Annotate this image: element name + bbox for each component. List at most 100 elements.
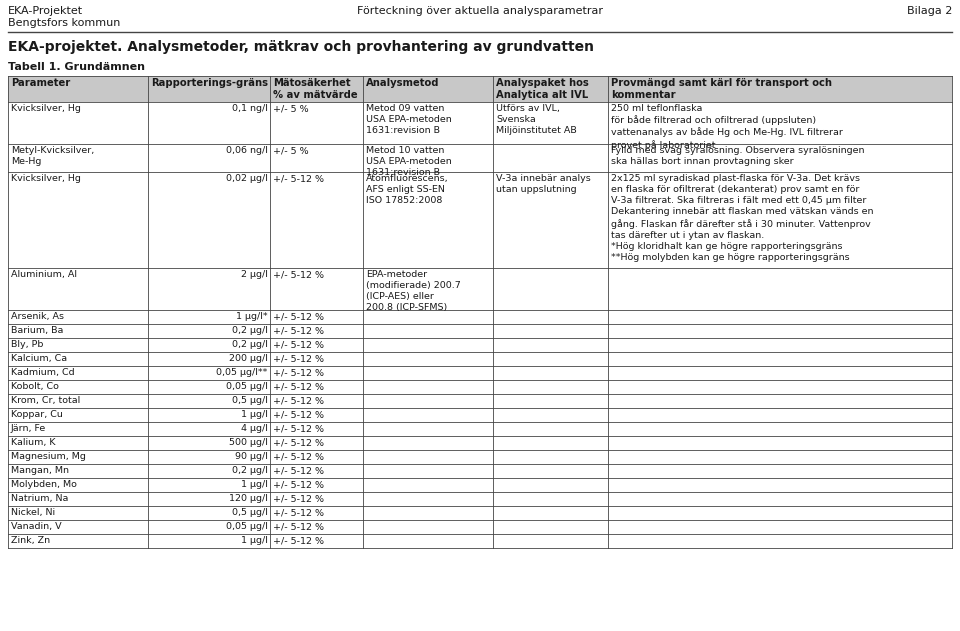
Text: 0,5 µg/l: 0,5 µg/l — [231, 396, 268, 405]
Text: 0,2 µg/l: 0,2 µg/l — [231, 466, 268, 475]
Text: Metod 09 vatten
USA EPA-metoden
1631:revision B: Metod 09 vatten USA EPA-metoden 1631:rev… — [366, 104, 452, 135]
Bar — [8, 102, 952, 144]
Text: +/- 5-12 %: +/- 5-12 % — [274, 480, 324, 489]
Text: 500 µg/l: 500 µg/l — [228, 438, 268, 447]
Text: Krom, Cr, total: Krom, Cr, total — [11, 396, 81, 405]
Bar — [8, 268, 952, 310]
Text: Förteckning över aktuella analysparametrar: Förteckning över aktuella analysparametr… — [357, 6, 603, 16]
Text: Analysmetod: Analysmetod — [366, 78, 440, 88]
Text: Kobolt, Co: Kobolt, Co — [11, 382, 59, 391]
Bar — [8, 366, 952, 380]
Text: Tabell 1. Grundämnen: Tabell 1. Grundämnen — [8, 62, 145, 72]
Text: +/- 5-12 %: +/- 5-12 % — [274, 326, 324, 335]
Text: 1 µg/l: 1 µg/l — [241, 410, 268, 419]
Text: +/- 5-12 %: +/- 5-12 % — [274, 466, 324, 475]
Text: 2 µg/l: 2 µg/l — [241, 270, 268, 279]
Text: 0,06 ng/l: 0,06 ng/l — [226, 146, 268, 155]
Text: +/- 5-12 %: +/- 5-12 % — [274, 536, 324, 545]
Text: +/- 5-12 %: +/- 5-12 % — [274, 410, 324, 419]
Bar — [8, 422, 952, 436]
Text: Aluminium, Al: Aluminium, Al — [11, 270, 77, 279]
Text: Kvicksilver, Hg: Kvicksilver, Hg — [11, 104, 81, 113]
Text: +/- 5-12 %: +/- 5-12 % — [274, 312, 324, 321]
Text: +/- 5-12 %: +/- 5-12 % — [274, 494, 324, 503]
Text: 2x125 ml syradiskad plast-flaska för V-3a. Det krävs
en flaska för ofiltrerat (d: 2x125 ml syradiskad plast-flaska för V-3… — [612, 174, 874, 262]
Text: 0,2 µg/l: 0,2 µg/l — [231, 326, 268, 335]
Text: +/- 5-12 %: +/- 5-12 % — [274, 508, 324, 517]
Text: Metod 10 vatten
USA EPA-metoden
1631:revision B: Metod 10 vatten USA EPA-metoden 1631:rev… — [366, 146, 452, 177]
Bar — [8, 520, 952, 534]
Text: 0,2 µg/l: 0,2 µg/l — [231, 340, 268, 349]
Bar — [8, 310, 952, 324]
Bar — [8, 450, 952, 464]
Text: Bilaga 2: Bilaga 2 — [906, 6, 952, 16]
Text: Mangan, Mn: Mangan, Mn — [11, 466, 69, 475]
Text: Barium, Ba: Barium, Ba — [11, 326, 63, 335]
Bar — [8, 380, 952, 394]
Bar — [8, 506, 952, 520]
Text: EKA-Projektet: EKA-Projektet — [8, 6, 84, 16]
Text: +/- 5-12 %: +/- 5-12 % — [274, 452, 324, 461]
Text: Kalium, K: Kalium, K — [11, 438, 56, 447]
Text: Bengtsfors kommun: Bengtsfors kommun — [8, 18, 120, 28]
Bar — [8, 338, 952, 352]
Text: 1 µg/l*: 1 µg/l* — [236, 312, 268, 321]
Text: 0,1 ng/l: 0,1 ng/l — [231, 104, 268, 113]
Text: Zink, Zn: Zink, Zn — [11, 536, 50, 545]
Text: +/- 5-12 %: +/- 5-12 % — [274, 382, 324, 391]
Text: 0,05 µg/l: 0,05 µg/l — [226, 382, 268, 391]
Bar — [8, 478, 952, 492]
Bar — [8, 324, 952, 338]
Text: Provmängd samt kärl för transport och
kommentar: Provmängd samt kärl för transport och ko… — [612, 78, 832, 100]
Text: Magnesium, Mg: Magnesium, Mg — [11, 452, 85, 461]
Bar — [8, 352, 952, 366]
Text: Kvicksilver, Hg: Kvicksilver, Hg — [11, 174, 81, 183]
Bar — [8, 144, 952, 172]
Text: 120 µg/l: 120 µg/l — [228, 494, 268, 503]
Text: Kadmium, Cd: Kadmium, Cd — [11, 368, 75, 377]
Text: +/- 5-12 %: +/- 5-12 % — [274, 396, 324, 405]
Text: Analyspaket hos
Analytica alt IVL: Analyspaket hos Analytica alt IVL — [496, 78, 589, 100]
Text: Vanadin, V: Vanadin, V — [11, 522, 61, 531]
Text: 1 µg/l: 1 µg/l — [241, 536, 268, 545]
Text: +/- 5 %: +/- 5 % — [274, 104, 309, 113]
Text: V-3a innebär analys
utan uppslutning: V-3a innebär analys utan uppslutning — [496, 174, 591, 194]
Text: Arsenik, As: Arsenik, As — [11, 312, 64, 321]
Text: Koppar, Cu: Koppar, Cu — [11, 410, 62, 419]
Text: 250 ml teflonflaska
för både filtrerad och ofiltrerad (uppsluten)
vattenanalys a: 250 ml teflonflaska för både filtrerad o… — [612, 104, 843, 150]
Text: 4 µg/l: 4 µg/l — [241, 424, 268, 433]
Text: Atomfluorescens,
AFS enligt SS-EN
ISO 17852:2008: Atomfluorescens, AFS enligt SS-EN ISO 17… — [366, 174, 448, 205]
Text: Rapporterings-gräns: Rapporterings-gräns — [151, 78, 268, 88]
Bar — [8, 534, 952, 548]
Text: +/- 5-12 %: +/- 5-12 % — [274, 368, 324, 377]
Text: Bly, Pb: Bly, Pb — [11, 340, 43, 349]
Text: Kalcium, Ca: Kalcium, Ca — [11, 354, 67, 363]
Text: EPA-metoder
(modifierade) 200.7
(ICP-AES) eller
200.8 (ICP-SFMS): EPA-metoder (modifierade) 200.7 (ICP-AES… — [366, 270, 461, 312]
Text: Utförs av IVL,
Svenska
Miljöinstitutet AB: Utförs av IVL, Svenska Miljöinstitutet A… — [496, 104, 577, 135]
Text: +/- 5 %: +/- 5 % — [274, 146, 309, 155]
Text: +/- 5-12 %: +/- 5-12 % — [274, 174, 324, 183]
Text: Natrium, Na: Natrium, Na — [11, 494, 68, 503]
Text: Fylld med svag syralösning. Observera syralösningen
ska hällas bort innan provta: Fylld med svag syralösning. Observera sy… — [612, 146, 865, 166]
Bar — [8, 408, 952, 422]
Text: 0,02 µg/l: 0,02 µg/l — [226, 174, 268, 183]
Text: 0,5 µg/l: 0,5 µg/l — [231, 508, 268, 517]
Bar — [8, 76, 952, 102]
Text: +/- 5-12 %: +/- 5-12 % — [274, 438, 324, 447]
Bar — [8, 492, 952, 506]
Text: Metyl-Kvicksilver,
Me-Hg: Metyl-Kvicksilver, Me-Hg — [11, 146, 94, 166]
Text: 90 µg/l: 90 µg/l — [234, 452, 268, 461]
Text: +/- 5-12 %: +/- 5-12 % — [274, 270, 324, 279]
Text: Molybden, Mo: Molybden, Mo — [11, 480, 77, 489]
Text: EKA-projektet. Analysmetoder, mätkrav och provhantering av grundvatten: EKA-projektet. Analysmetoder, mätkrav oc… — [8, 40, 594, 54]
Text: 1 µg/l: 1 µg/l — [241, 480, 268, 489]
Text: 0,05 µg/l: 0,05 µg/l — [226, 522, 268, 531]
Text: +/- 5-12 %: +/- 5-12 % — [274, 354, 324, 363]
Text: Parameter: Parameter — [11, 78, 70, 88]
Bar — [8, 436, 952, 450]
Text: +/- 5-12 %: +/- 5-12 % — [274, 522, 324, 531]
Text: 200 µg/l: 200 µg/l — [228, 354, 268, 363]
Text: +/- 5-12 %: +/- 5-12 % — [274, 340, 324, 349]
Bar — [8, 464, 952, 478]
Bar — [8, 172, 952, 268]
